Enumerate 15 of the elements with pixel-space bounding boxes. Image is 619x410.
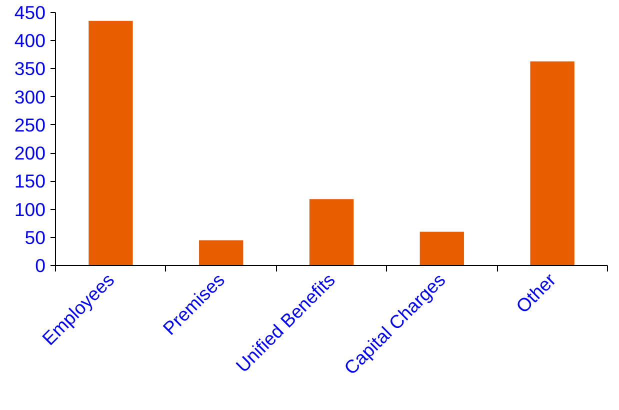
y-tick-label: 450 — [14, 2, 46, 23]
y-tick-label: 100 — [14, 198, 46, 220]
y-tick-label: 200 — [14, 142, 46, 164]
bar — [309, 199, 354, 266]
y-tick-label: 400 — [14, 30, 46, 52]
bar — [199, 240, 244, 266]
bar — [530, 61, 574, 266]
bar — [420, 232, 464, 266]
y-tick-label: 50 — [24, 226, 46, 248]
y-tick-label: 300 — [14, 86, 46, 108]
bar — [88, 20, 133, 266]
y-tick-label: 0 — [35, 255, 46, 276]
y-tick-label: 350 — [14, 58, 46, 80]
y-tick-label: 150 — [14, 170, 46, 192]
y-tick-label: 250 — [14, 114, 46, 136]
